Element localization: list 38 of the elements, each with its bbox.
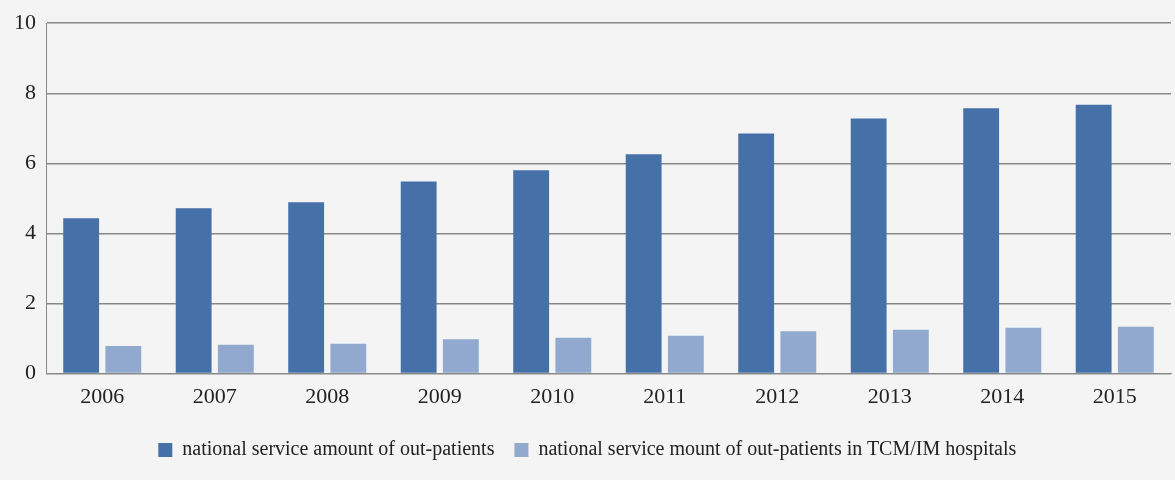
y-tick-label: 0 [25,359,36,385]
bar [288,202,325,373]
bar [330,343,367,373]
bar [400,181,437,373]
x-tick-label: 2010 [530,382,575,408]
x-tick-label: 2013 [867,382,912,408]
y-tick-label: 10 [14,8,36,34]
bar [963,108,1000,373]
bar [1005,327,1042,373]
x-tick-label: 2007 [192,382,237,408]
bar [555,337,592,373]
bar [780,331,817,373]
bar [442,339,479,373]
y-tick-label: 8 [25,79,36,105]
legend-label: national service amount of out-patients [182,437,495,461]
y-tick-label: 4 [25,219,36,245]
bar [1117,326,1154,373]
bar [625,154,662,373]
x-tick-label: 2006 [80,382,125,408]
y-tick-label: 2 [25,289,36,315]
y-tick-label: 6 [25,149,36,175]
bar [1075,104,1112,373]
x-tick-label: 2014 [980,382,1025,408]
legend-label: national service mount of out-patients in TCM/IM hospitals [538,437,1017,461]
bar [105,345,142,373]
x-tick-label: 2015 [1092,382,1137,408]
x-tick-label: 2008 [305,382,350,408]
bar [63,218,100,373]
x-tick-label: 2012 [755,382,800,408]
bar [892,329,929,373]
bar [667,335,704,373]
bar [850,118,887,373]
bar [738,133,775,373]
bar [175,208,212,373]
x-tick-label: 2011 [643,382,687,408]
bar [513,170,550,373]
bar [217,344,254,373]
x-tick-label: 2009 [417,382,462,408]
